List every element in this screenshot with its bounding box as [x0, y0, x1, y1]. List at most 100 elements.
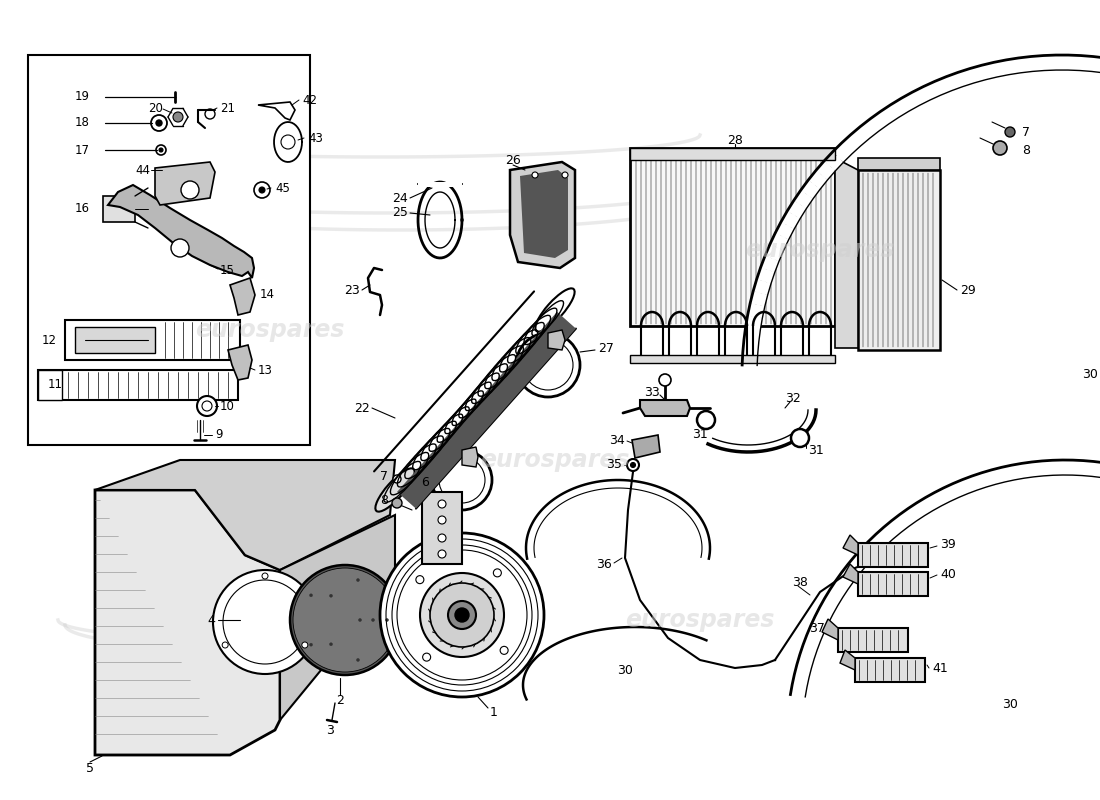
Circle shape — [439, 457, 485, 503]
Text: 19: 19 — [75, 90, 90, 103]
Circle shape — [430, 583, 494, 647]
Polygon shape — [800, 645, 817, 659]
Polygon shape — [808, 170, 827, 190]
Ellipse shape — [536, 288, 574, 332]
Text: 40: 40 — [940, 567, 956, 581]
Polygon shape — [1002, 465, 1014, 482]
Polygon shape — [883, 521, 901, 538]
Polygon shape — [923, 82, 940, 100]
Circle shape — [254, 182, 270, 198]
Polygon shape — [876, 527, 893, 546]
Circle shape — [392, 498, 402, 508]
Polygon shape — [422, 480, 462, 540]
Polygon shape — [820, 598, 838, 614]
Polygon shape — [766, 244, 783, 262]
Polygon shape — [1043, 55, 1056, 70]
Text: 41: 41 — [932, 662, 948, 674]
Text: 10: 10 — [220, 399, 235, 413]
Circle shape — [309, 643, 312, 646]
Polygon shape — [1006, 58, 1021, 74]
Polygon shape — [991, 467, 1005, 484]
Circle shape — [516, 333, 580, 397]
Polygon shape — [908, 503, 925, 521]
Polygon shape — [1031, 55, 1044, 71]
Text: 29: 29 — [960, 283, 976, 297]
Polygon shape — [848, 557, 866, 574]
Polygon shape — [858, 158, 940, 170]
Circle shape — [213, 570, 317, 674]
Text: 36: 36 — [596, 558, 612, 571]
Polygon shape — [916, 498, 933, 516]
Text: 32: 32 — [785, 391, 801, 405]
Polygon shape — [900, 509, 916, 526]
Polygon shape — [520, 170, 568, 258]
Polygon shape — [791, 684, 807, 697]
Text: 44: 44 — [135, 163, 150, 177]
Text: 2: 2 — [337, 694, 344, 706]
Text: 31: 31 — [692, 429, 708, 442]
Polygon shape — [792, 674, 808, 687]
Polygon shape — [1042, 460, 1053, 476]
Polygon shape — [757, 267, 774, 284]
Polygon shape — [891, 98, 909, 118]
Circle shape — [697, 411, 715, 429]
Polygon shape — [816, 161, 835, 180]
Text: eurospares: eurospares — [625, 608, 774, 632]
Polygon shape — [981, 470, 996, 487]
Text: 9: 9 — [214, 429, 222, 442]
Polygon shape — [781, 211, 800, 229]
Polygon shape — [796, 654, 814, 668]
Polygon shape — [811, 616, 828, 632]
Circle shape — [290, 565, 400, 675]
Polygon shape — [880, 105, 899, 124]
Circle shape — [448, 601, 476, 629]
Bar — [39, 370, 62, 400]
Polygon shape — [825, 590, 843, 606]
Polygon shape — [912, 86, 930, 106]
Text: 5: 5 — [86, 762, 94, 774]
Circle shape — [222, 642, 228, 648]
Polygon shape — [761, 256, 779, 272]
Circle shape — [500, 646, 508, 654]
Polygon shape — [95, 460, 395, 570]
Polygon shape — [861, 542, 879, 559]
Bar — [28, 55, 310, 445]
Polygon shape — [994, 60, 1009, 77]
Circle shape — [494, 569, 502, 577]
Text: 26: 26 — [505, 154, 521, 166]
Circle shape — [223, 580, 307, 664]
Polygon shape — [280, 515, 395, 720]
Polygon shape — [982, 62, 997, 80]
Circle shape — [293, 568, 397, 672]
Text: 7: 7 — [379, 470, 388, 482]
Circle shape — [258, 187, 265, 193]
Polygon shape — [891, 514, 909, 533]
Text: 27: 27 — [598, 342, 614, 354]
Polygon shape — [640, 400, 690, 416]
Polygon shape — [836, 573, 854, 590]
Circle shape — [385, 618, 388, 622]
Polygon shape — [1068, 55, 1080, 70]
Polygon shape — [806, 626, 824, 641]
Polygon shape — [1019, 57, 1032, 73]
Circle shape — [659, 374, 671, 386]
Text: 14: 14 — [260, 289, 275, 302]
Bar — [858, 572, 928, 596]
Text: 45: 45 — [275, 182, 290, 194]
Circle shape — [262, 573, 268, 579]
Polygon shape — [788, 201, 806, 218]
Bar — [838, 628, 908, 652]
Circle shape — [562, 172, 568, 178]
Polygon shape — [462, 447, 478, 467]
Circle shape — [372, 618, 374, 622]
Circle shape — [280, 135, 295, 149]
Circle shape — [309, 594, 312, 597]
Text: eurospares: eurospares — [746, 238, 894, 262]
Text: 34: 34 — [609, 434, 625, 446]
Circle shape — [422, 653, 430, 661]
Circle shape — [170, 239, 189, 257]
Polygon shape — [833, 143, 851, 162]
Circle shape — [197, 396, 217, 416]
Polygon shape — [843, 564, 858, 584]
Polygon shape — [822, 619, 838, 640]
